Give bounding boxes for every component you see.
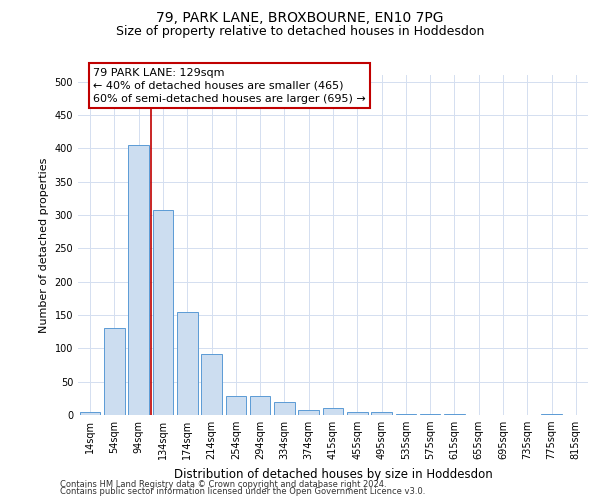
Bar — [177, 312, 197, 415]
Text: 79 PARK LANE: 129sqm
← 40% of detached houses are smaller (465)
60% of semi-deta: 79 PARK LANE: 129sqm ← 40% of detached h… — [93, 68, 366, 104]
Bar — [274, 402, 295, 415]
Text: Size of property relative to detached houses in Hoddesdon: Size of property relative to detached ho… — [116, 25, 484, 38]
Bar — [395, 414, 416, 415]
X-axis label: Distribution of detached houses by size in Hoddesdon: Distribution of detached houses by size … — [173, 468, 493, 480]
Bar — [250, 396, 271, 415]
Bar — [226, 396, 246, 415]
Text: Contains HM Land Registry data © Crown copyright and database right 2024.: Contains HM Land Registry data © Crown c… — [60, 480, 386, 489]
Bar — [420, 414, 440, 415]
Bar — [152, 210, 173, 415]
Text: Contains public sector information licensed under the Open Government Licence v3: Contains public sector information licen… — [60, 487, 425, 496]
Bar — [347, 412, 368, 415]
Bar — [323, 408, 343, 415]
Bar — [541, 414, 562, 415]
Bar — [444, 414, 465, 415]
Y-axis label: Number of detached properties: Number of detached properties — [39, 158, 49, 332]
Bar — [80, 412, 100, 415]
Bar — [371, 412, 392, 415]
Bar — [128, 145, 149, 415]
Text: 79, PARK LANE, BROXBOURNE, EN10 7PG: 79, PARK LANE, BROXBOURNE, EN10 7PG — [156, 11, 444, 25]
Bar — [104, 328, 125, 415]
Bar — [201, 354, 222, 415]
Bar — [298, 410, 319, 415]
